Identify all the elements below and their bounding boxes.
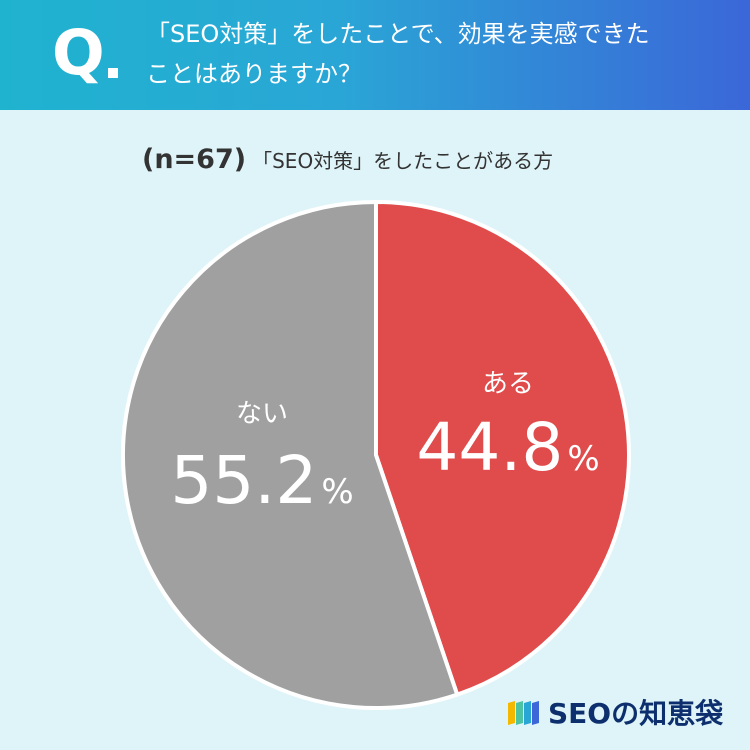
slice-label-yes: ある bbox=[482, 369, 534, 399]
stacked-books-icon bbox=[508, 701, 539, 725]
respondent-label: 「SEO対策」をしたことがある方 bbox=[252, 149, 554, 173]
q-dot-icon bbox=[108, 68, 118, 78]
sample-size: (n=67) bbox=[142, 144, 247, 175]
question-header: Q 「SEO対策」をしたことで、効果を実感できた ことはありますか？ bbox=[0, 0, 750, 110]
chart-subtitle: (n=67) 「SEO対策」をしたことがある方 bbox=[142, 144, 553, 175]
question-text-line-2: ことはありますか？ bbox=[146, 60, 362, 88]
slice-percent-no: 55.2% bbox=[170, 442, 353, 519]
pie-slice-yes bbox=[374, 200, 631, 697]
q-mark: Q bbox=[52, 16, 105, 89]
pie-slice-no bbox=[121, 200, 460, 710]
slice-label-no: ない bbox=[236, 399, 288, 429]
book-spine-1 bbox=[508, 701, 515, 725]
book-spine-3 bbox=[524, 701, 531, 725]
brand-logo: SEOの知恵袋 bbox=[508, 692, 723, 732]
brand-name: SEOの知恵袋 bbox=[548, 697, 724, 730]
question-text-line-1: 「SEO対策」をしたことで、効果を実感できた bbox=[146, 20, 650, 48]
book-spine-4 bbox=[532, 701, 539, 725]
slice-percent-yes: 44.8% bbox=[416, 409, 599, 486]
book-spine-2 bbox=[516, 701, 523, 725]
